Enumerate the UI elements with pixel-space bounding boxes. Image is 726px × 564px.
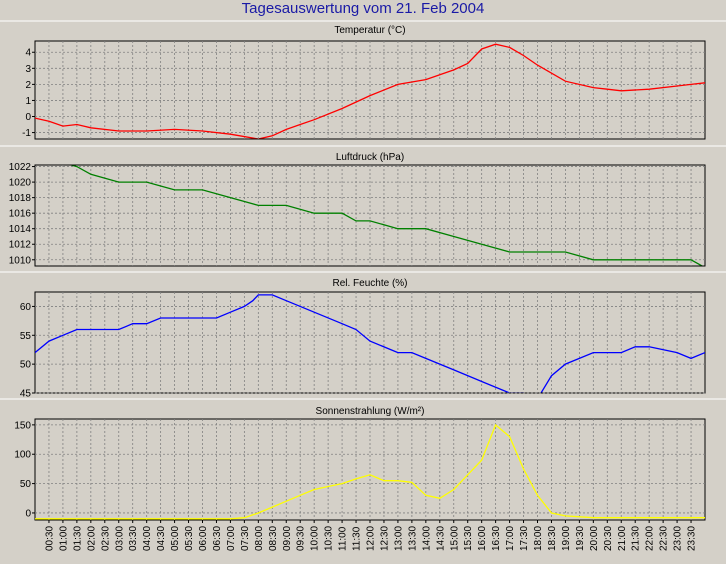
pressure-ytick-label: 1012 [9,240,32,251]
radiation-ytick-label: 0 [25,508,31,519]
x-tick-label: 23:00 [673,526,684,551]
x-tick-label: 13:00 [393,526,404,551]
pressure-ytick-label: 1016 [9,209,32,220]
x-tick-label: 03:00 [114,526,125,551]
x-tick-label: 10:00 [310,526,321,551]
temperature-ytick-label: -1 [22,128,31,139]
x-tick-label: 16:30 [491,526,502,551]
x-tick-label: 04:30 [156,526,167,551]
x-tick-label: 03:30 [128,526,139,551]
x-tick-label: 18:30 [547,526,558,551]
pressure-ytick-label: 1014 [9,224,32,235]
x-tick-label: 20:30 [603,526,614,551]
x-tick-label: 22:30 [659,526,670,551]
x-tick-label: 21:00 [617,526,628,551]
x-tick-label: 21:30 [631,526,642,551]
x-tick-label: 13:30 [407,526,418,551]
temperature-ytick-label: 4 [25,48,31,59]
x-tick-label: 11:00 [338,526,349,551]
x-tick-label: 01:00 [58,526,69,551]
temperature-series-line [35,43,705,139]
humidity-series-line [35,294,705,393]
x-tick-label: 07:00 [226,526,237,551]
x-tick-label: 14:30 [435,526,446,551]
x-tick-label: 17:30 [519,526,530,551]
x-tick-label: 02:30 [100,526,111,551]
x-tick-label: 10:30 [324,526,335,551]
pressure-ytick-label: 1018 [9,193,32,204]
x-tick-label: 08:30 [268,526,279,551]
x-tick-label: 01:30 [72,526,83,551]
x-tick-label: 04:00 [142,526,153,551]
temperature-ytick-label: 3 [25,64,31,75]
x-tick-label: 23:30 [687,526,698,551]
radiation-ytick-label: 50 [20,479,32,490]
x-tick-label: 19:00 [561,526,572,551]
x-tick-label: 19:30 [575,526,586,551]
page-title: Tagesauswertung vom 21. Feb 2004 [241,0,485,17]
radiation-title: Sonnenstrahlung (W/m²) [316,406,425,417]
x-tick-label: 05:00 [170,526,181,551]
temperature-ytick-label: 2 [25,80,31,91]
radiation-ytick-label: 100 [14,450,31,461]
temperature-ytick-label: 0 [25,112,31,123]
pressure-ytick-label: 1020 [9,178,32,189]
x-tick-label: 09:00 [282,526,293,551]
x-tick-label: 12:00 [366,526,377,551]
x-tick-label: 05:30 [184,526,195,551]
x-tick-label: 07:30 [240,526,251,551]
x-tick-label: 16:00 [477,526,488,551]
x-tick-label: 09:30 [296,526,307,551]
x-tick-label: 12:30 [379,526,390,551]
x-tick-label: 11:30 [352,526,363,551]
x-tick-label: 14:00 [421,526,432,551]
humidity-ytick-label: 45 [20,389,32,400]
humidity-ytick-label: 55 [20,331,32,342]
pressure-ytick-label: 1022 [9,162,32,173]
radiation-ytick-label: 150 [14,420,31,431]
temperature-title: Temperatur (°C) [334,25,405,36]
humidity-ytick-label: 50 [20,360,32,371]
x-tick-label: 06:00 [198,526,209,551]
pressure-ytick-label: 1010 [9,255,32,266]
x-tick-label: 00:30 [44,526,55,551]
temperature-ytick-label: 1 [25,96,31,107]
x-tick-label: 15:00 [449,526,460,551]
x-tick-label: 22:00 [645,526,656,551]
x-tick-label: 18:00 [533,526,544,551]
x-tick-label: 20:00 [589,526,600,551]
humidity-ytick-label: 60 [20,302,32,313]
x-tick-label: 08:00 [254,526,265,551]
pressure-series-line [70,165,703,266]
x-tick-label: 06:30 [212,526,223,551]
radiation-series-line [35,423,705,520]
humidity-title: Rel. Feuchte (%) [332,278,407,289]
pressure-title: Luftdruck (hPa) [336,152,404,163]
x-tick-label: 15:30 [463,526,474,551]
x-tick-label: 02:00 [86,526,97,551]
x-tick-label: 17:00 [505,526,516,551]
